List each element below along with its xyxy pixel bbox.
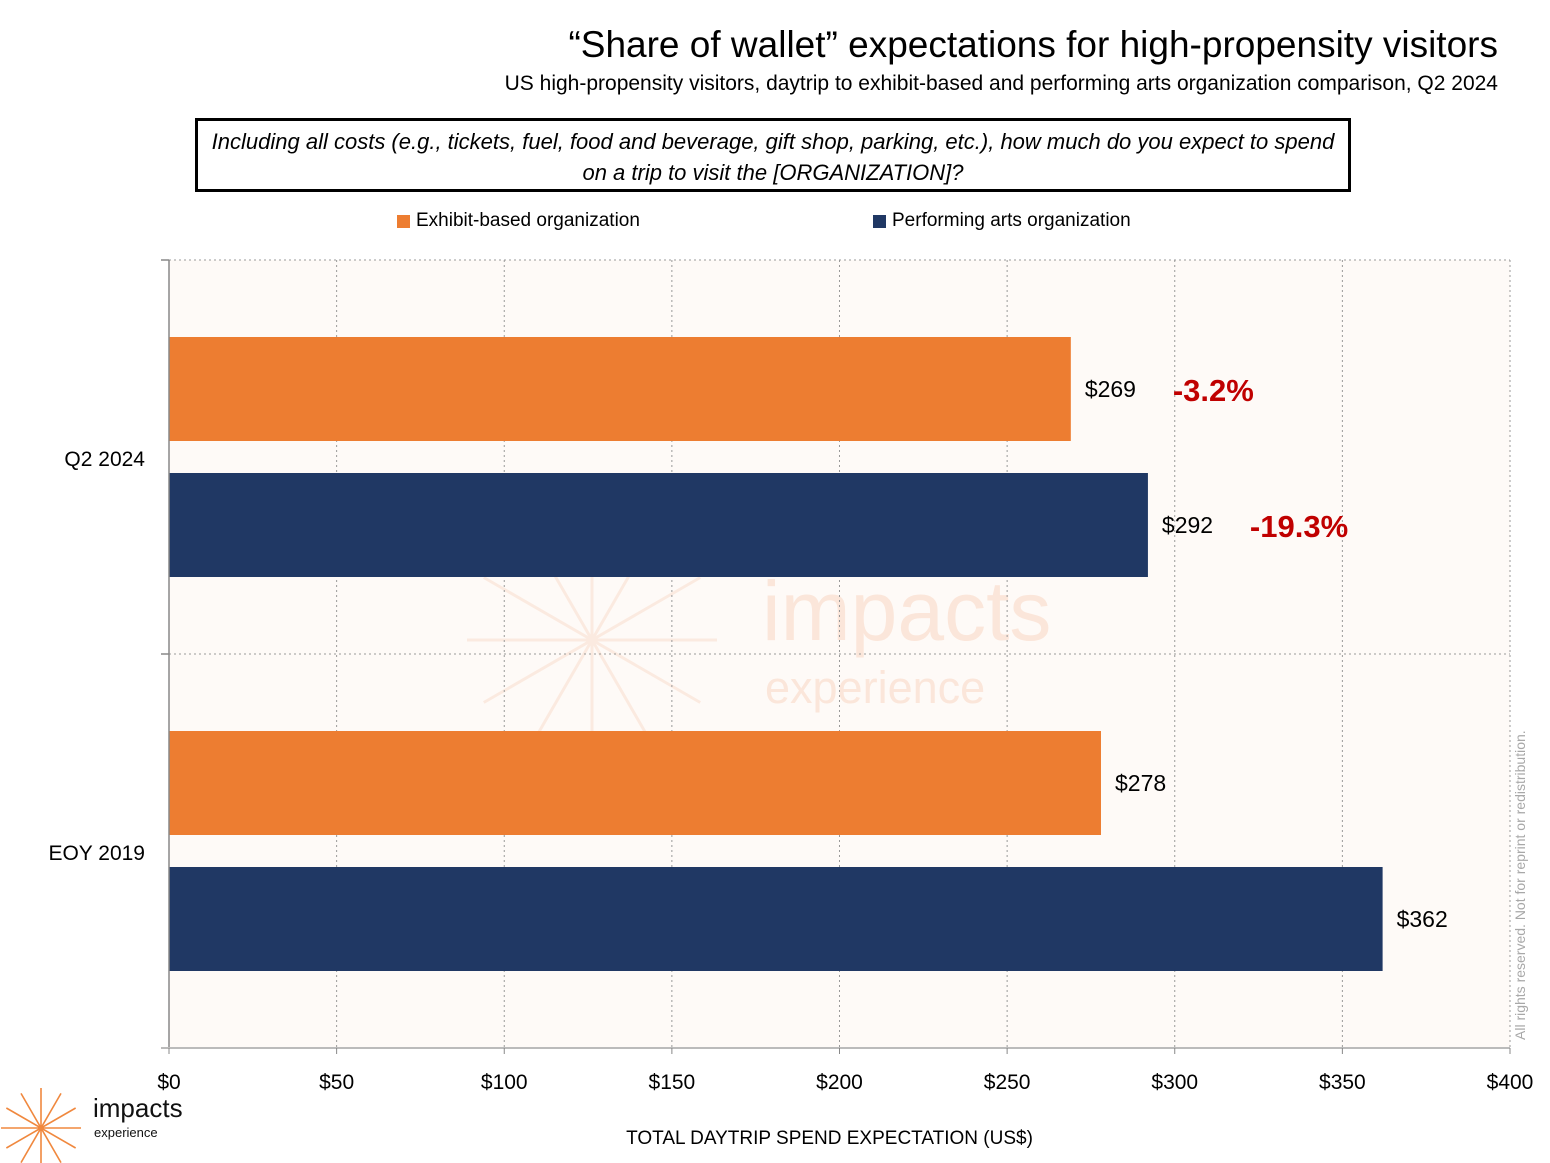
rights-notice: All rights reserved. Not for reprint or … xyxy=(1512,730,1528,1040)
bar-exhibit-1 xyxy=(169,731,1101,835)
x-tick-label: $0 xyxy=(157,1071,180,1094)
data-label: $278 xyxy=(1115,770,1166,796)
x-tick-label: $250 xyxy=(984,1071,1031,1094)
chart-title: “Share of wallet” expectations for high-… xyxy=(568,24,1498,65)
data-label: $292 xyxy=(1162,512,1213,538)
logo-subtext: experience xyxy=(94,1125,158,1140)
watermark-subtext: experience xyxy=(765,662,985,713)
data-label: $269 xyxy=(1085,376,1136,402)
change-annotation: -19.3% xyxy=(1250,509,1348,544)
x-tick-label: $350 xyxy=(1319,1071,1366,1094)
chart-subtitle: US high-propensity visitors, daytrip to … xyxy=(504,72,1498,95)
survey-question-box: Including all costs (e.g., tickets, fuel… xyxy=(195,118,1351,192)
x-tick-label: $300 xyxy=(1151,1071,1198,1094)
legend-label-exhibit: Exhibit-based organization xyxy=(416,210,640,231)
legend-swatch-performing xyxy=(873,214,886,228)
x-tick-label: $150 xyxy=(649,1071,696,1094)
impacts-logo-icon xyxy=(1,1088,81,1163)
change-annotation: -3.2% xyxy=(1173,373,1254,408)
legend-swatch-exhibit xyxy=(397,214,410,228)
bar-performing-0 xyxy=(169,473,1148,577)
legend-item-exhibit: Exhibit-based organization xyxy=(397,210,640,232)
bar-performing-1 xyxy=(169,867,1383,971)
x-tick-label: $100 xyxy=(481,1071,528,1094)
x-tick-label: $50 xyxy=(319,1071,354,1094)
x-axis-title: TOTAL DAYTRIP SPEND EXPECTATION (US$) xyxy=(626,1128,1033,1149)
y-category-label: Q2 2024 xyxy=(64,448,145,471)
y-category-label: EOY 2019 xyxy=(48,842,145,865)
x-tick-label: $400 xyxy=(1487,1071,1534,1094)
bar-exhibit-0 xyxy=(169,337,1071,441)
data-label: $362 xyxy=(1397,906,1448,932)
watermark-wordmark: impacts xyxy=(762,564,1051,658)
x-tick-label: $200 xyxy=(816,1071,863,1094)
legend-label-performing: Performing arts organization xyxy=(892,210,1131,231)
logo-wordmark: impacts xyxy=(93,1093,183,1123)
legend-item-performing: Performing arts organization xyxy=(873,210,1131,232)
